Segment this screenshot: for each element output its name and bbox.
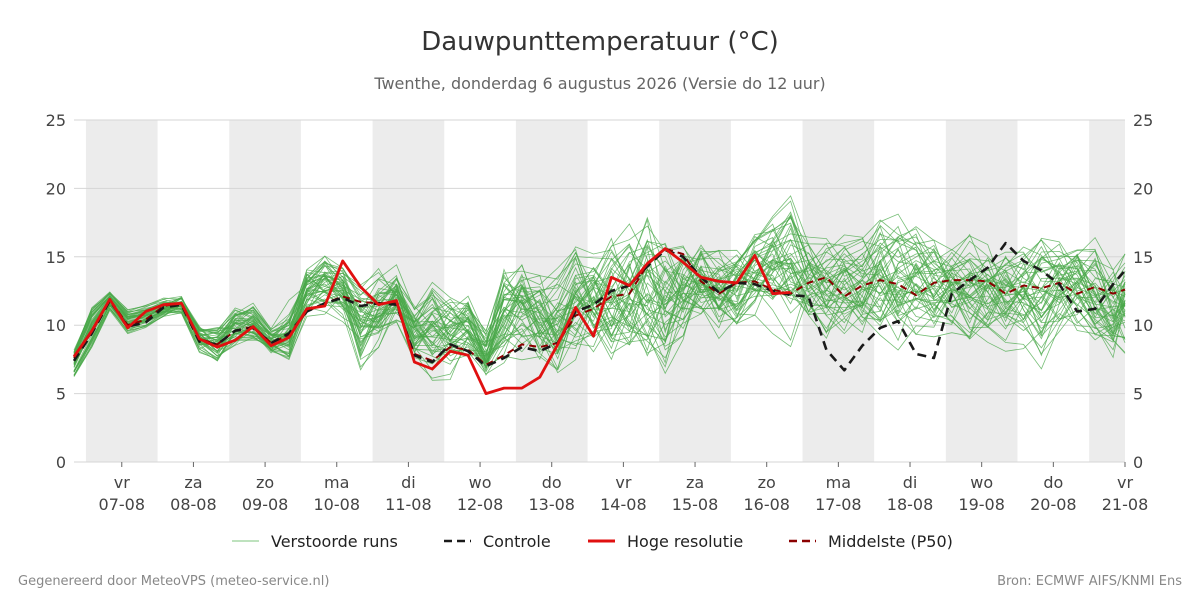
series-hoge-resolutie — [72, 247, 791, 396]
day-shade-2026-08-09 — [229, 120, 301, 462]
x-tick-date-11: 18-08 — [887, 495, 934, 514]
perturbed-run-10 — [73, 234, 1126, 372]
perturbed-run-50 — [73, 223, 1126, 372]
legend: Verstoorde runs Controle Hoge resolutie Mid… — [232, 532, 953, 551]
x-tick-day-13: do — [1043, 473, 1063, 492]
axes: 0 0 5 5 10 10 15 15 20 20 25 25 vr 07-08 za 08-08 zo 09-0… — [46, 111, 1154, 514]
x-tick-date-8: 15-08 — [672, 495, 719, 514]
x-tick-date-7: 14-08 — [600, 495, 647, 514]
x-tick-date-14: 21-08 — [1102, 495, 1149, 514]
perturbed-run-43 — [73, 236, 1126, 358]
x-tick-day-12: wo — [970, 473, 993, 492]
y-tick-right-15: 15 — [1133, 248, 1153, 267]
footer-source: Bron: ECMWF AIFS/KNMI Ens — [997, 574, 1182, 589]
x-tick-day-5: wo — [469, 473, 492, 492]
perturbed-run-7 — [73, 227, 1126, 376]
x-tick-day-14: vr — [1117, 473, 1133, 492]
x-tick-date-0: 07-08 — [99, 495, 146, 514]
x-tick-day-4: di — [401, 473, 416, 492]
x-tick-day-10: ma — [826, 473, 851, 492]
x-tick-day-9: zo — [758, 473, 776, 492]
x-tick-date-3: 10-08 — [314, 495, 361, 514]
x-tick-day-11: di — [903, 473, 918, 492]
y-tick-left-10: 10 — [46, 316, 66, 335]
x-tick-date-2: 09-08 — [242, 495, 289, 514]
x-tick-date-4: 11-08 — [385, 495, 432, 514]
x-tick-day-6: do — [542, 473, 562, 492]
y-tick-left-20: 20 — [46, 179, 66, 198]
perturbed-run-49 — [73, 237, 1126, 371]
perturbed-run-44 — [73, 237, 1126, 365]
legend-label-2: Controle — [483, 532, 551, 551]
y-tick-right-5: 5 — [1133, 385, 1143, 404]
perturbed-run-29 — [73, 236, 1126, 360]
x-tick-day-3: ma — [324, 473, 349, 492]
x-tick-day-0: vr — [114, 473, 130, 492]
y-tick-right-10: 10 — [1133, 316, 1153, 335]
x-tick-date-5: 12-08 — [457, 495, 504, 514]
x-tick-date-6: 13-08 — [528, 495, 575, 514]
y-tick-left-25: 25 — [46, 111, 66, 130]
y-tick-left-0: 0 — [56, 453, 66, 472]
x-tick-date-9: 16-08 — [743, 495, 790, 514]
y-tick-left-15: 15 — [46, 248, 66, 267]
perturbed-run-48 — [73, 223, 1126, 377]
x-tick-day-1: za — [184, 473, 202, 492]
y-tick-right-25: 25 — [1133, 111, 1153, 130]
x-tick-date-1: 08-08 — [170, 495, 217, 514]
y-tick-left-5: 5 — [56, 385, 66, 404]
x-tick-date-13: 20-08 — [1030, 495, 1077, 514]
x-tick-day-8: za — [686, 473, 704, 492]
y-tick-right-0: 0 — [1133, 453, 1143, 472]
chart-subtitle: Twenthe, donderdag 6 augustus 2026 (Vers… — [373, 74, 825, 93]
x-tick-date-10: 17-08 — [815, 495, 862, 514]
x-tick-day-7: vr — [615, 473, 631, 492]
chart-title: Dauwpunttemperatuur (°C) — [421, 27, 779, 57]
legend-label-3: Hoge resolutie — [627, 532, 743, 551]
footer-generated-by: Gegenereerd door MeteoVPS (meteo-service… — [18, 574, 329, 589]
main-series — [72, 241, 1126, 396]
x-tick-date-12: 19-08 — [958, 495, 1005, 514]
legend-label-1: Verstoorde runs — [271, 532, 398, 551]
x-tick-day-2: zo — [256, 473, 274, 492]
y-tick-right-20: 20 — [1133, 179, 1153, 198]
legend-label-4: Middelste (P50) — [828, 532, 953, 551]
day-shade-2026-08-07 — [85, 120, 158, 462]
perturbed-run-24 — [73, 219, 1126, 375]
